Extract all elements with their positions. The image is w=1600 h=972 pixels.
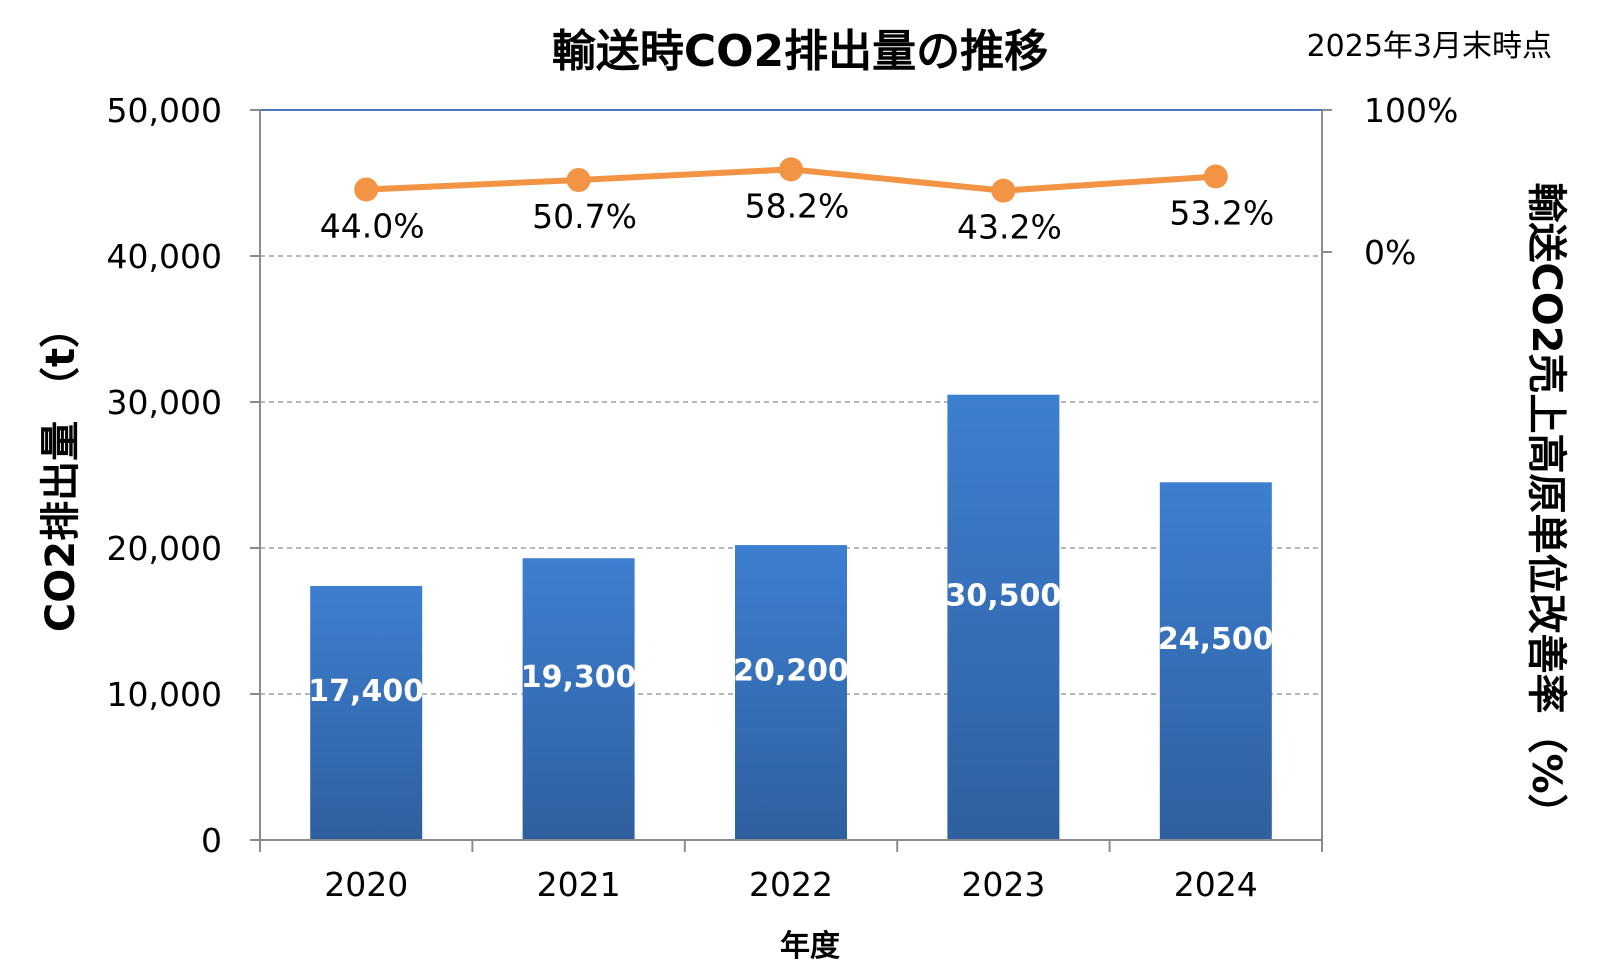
line-point-2023	[991, 178, 1016, 203]
y-tick-label: 50,000	[107, 91, 222, 130]
line-point-2021	[566, 168, 591, 193]
bar-value-label: 19,300	[521, 660, 637, 695]
axes	[250, 109, 1332, 852]
left-axis-ticks: 0 10,000 20,000 30,000 40,000 50,000	[107, 91, 222, 860]
y-tick-label: 20,000	[107, 529, 222, 568]
x-tick-label: 2022	[749, 865, 833, 904]
bar-value-label: 24,500	[1158, 622, 1274, 657]
bar-2022	[735, 545, 847, 840]
bar-value-label: 30,500	[946, 578, 1062, 613]
x-axis-label: 年度	[780, 929, 840, 964]
y-tick-label: 0	[201, 821, 222, 860]
x-tick-label: 2024	[1174, 865, 1258, 904]
line-series	[354, 157, 1228, 203]
y2-axis-label: 輸送CO2売上高原単位改善率（%）	[1523, 182, 1569, 833]
bar-2023	[947, 394, 1060, 840]
bar-value-label: 17,400	[308, 674, 424, 709]
line-value-label: 50.7%	[532, 197, 637, 236]
y-tick-label: 10,000	[107, 675, 222, 714]
bar-series	[310, 394, 1272, 840]
y2-tick-label: 0%	[1364, 233, 1416, 272]
line-value-label: 44.0%	[320, 207, 425, 246]
right-axis-ticks: 0% 100%	[1364, 91, 1458, 272]
bar-2024	[1159, 482, 1272, 840]
bar-2021	[522, 558, 635, 840]
bar-2020	[310, 585, 423, 840]
line-value-label: 43.2%	[957, 208, 1062, 247]
bar-value-labels: 17,400 19,300 20,200 30,500 24,500	[308, 578, 1273, 709]
line-point-2024	[1203, 164, 1228, 189]
x-tick-label: 2021	[537, 865, 621, 904]
y-axis-label: CO2排出量 （t）	[38, 308, 84, 632]
chart-title: 輸送時CO2排出量の推移	[552, 26, 1048, 77]
y-tick-label: 40,000	[107, 237, 222, 276]
y2-tick-label: 100%	[1364, 91, 1458, 130]
line-value-label: 53.2%	[1169, 193, 1274, 232]
x-tick-label: 2023	[961, 865, 1045, 904]
bar-value-label: 20,200	[733, 654, 849, 689]
line-point-2020	[354, 177, 379, 202]
x-axis-ticks: 2020 2021 2022 2023 2024	[324, 865, 1258, 904]
y-tick-label: 30,000	[107, 383, 222, 422]
x-tick-label: 2020	[324, 865, 408, 904]
line-value-label: 58.2%	[745, 186, 850, 225]
as-of-note: 2025年3月末時点	[1307, 29, 1552, 64]
line-value-labels: 44.0% 50.7% 58.2% 43.2% 53.2%	[320, 186, 1274, 246]
line-point-2022	[779, 157, 803, 182]
